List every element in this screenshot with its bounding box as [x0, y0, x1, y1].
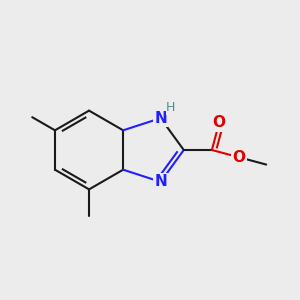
Text: O: O	[232, 150, 245, 165]
Text: N: N	[154, 111, 167, 126]
Text: O: O	[213, 115, 226, 130]
Text: N: N	[154, 174, 167, 189]
Text: H: H	[166, 101, 176, 114]
